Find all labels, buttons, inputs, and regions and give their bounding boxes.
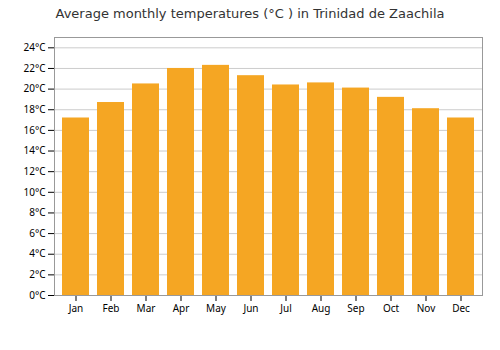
svg-text:Apr: Apr xyxy=(173,301,190,315)
svg-text:Sep: Sep xyxy=(347,301,364,315)
svg-text:Oct: Oct xyxy=(383,301,400,315)
svg-text:24°C: 24°C xyxy=(23,40,46,54)
svg-text:22°C: 22°C xyxy=(23,61,46,75)
svg-text:8°C: 8°C xyxy=(29,205,46,219)
svg-text:Mar: Mar xyxy=(137,301,156,315)
svg-text:10°C: 10°C xyxy=(23,185,46,199)
svg-text:12°C: 12°C xyxy=(23,164,46,178)
svg-text:16°C: 16°C xyxy=(23,123,46,137)
svg-text:0°C: 0°C xyxy=(29,288,46,302)
svg-text:Feb: Feb xyxy=(103,301,120,315)
svg-text:18°C: 18°C xyxy=(23,102,46,116)
svg-text:May: May xyxy=(206,301,227,315)
svg-text:14°C: 14°C xyxy=(23,143,46,157)
svg-text:Jul: Jul xyxy=(279,301,292,315)
svg-text:6°C: 6°C xyxy=(29,226,46,240)
svg-text:20°C: 20°C xyxy=(23,81,46,95)
svg-text:4°C: 4°C xyxy=(29,246,46,260)
svg-text:Jun: Jun xyxy=(242,301,258,315)
svg-text:Jan: Jan xyxy=(68,301,84,315)
svg-text:Nov: Nov xyxy=(417,301,436,315)
svg-text:Aug: Aug xyxy=(312,301,331,315)
svg-text:2°C: 2°C xyxy=(29,267,46,281)
svg-text:Dec: Dec xyxy=(452,301,470,315)
html-text:Average monthly temperatures (: Average monthly temperatures (°C ) in Tr… xyxy=(55,6,445,21)
